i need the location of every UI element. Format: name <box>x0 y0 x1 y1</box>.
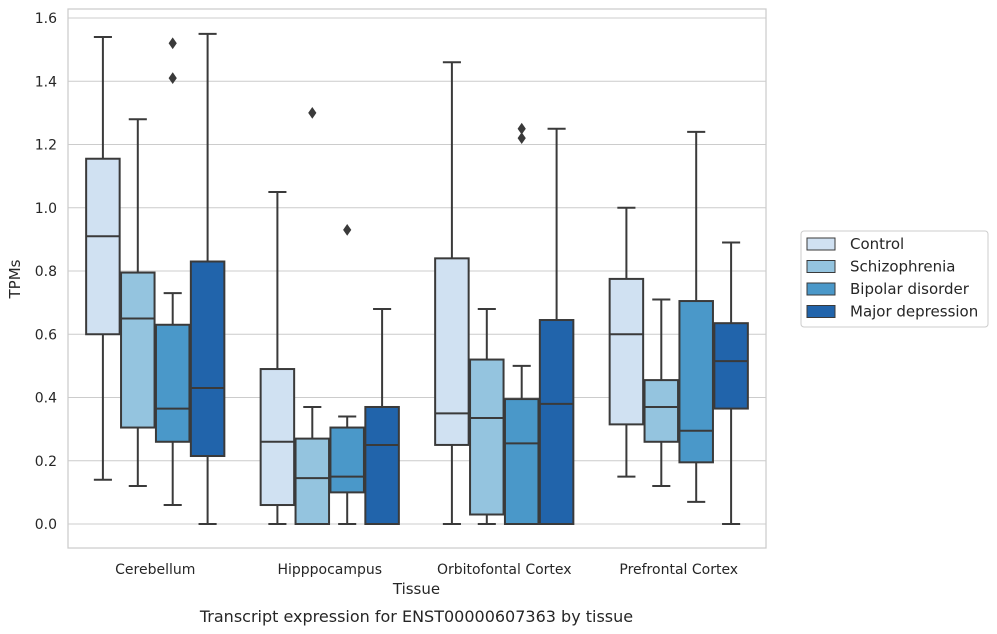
box-iqr <box>189 260 226 458</box>
x-tick-label: Cerebellum <box>115 562 195 578</box>
y-tick-labels: 0.0 0.2 0.4 0.6 0.8 1.0 1.2 1.4 1.6 <box>35 11 57 533</box>
box-iqr <box>294 437 331 525</box>
y-axis-label: TPMs <box>6 259 24 299</box>
box-iqr <box>329 426 365 494</box>
box-schizophrenia <box>120 118 156 488</box>
box-schizophrenia <box>469 307 505 525</box>
box-iqr <box>120 271 156 429</box>
legend-label: Major depression <box>850 303 978 321</box>
legend: Control Schizophrenia Bipolar disorder Majo… <box>800 230 989 328</box>
box-iqr <box>469 358 505 516</box>
outlier-point <box>168 72 177 84</box>
box-iqr <box>85 157 121 336</box>
x-tick-label: Prefrontal Cortex <box>619 562 738 578</box>
y-tick-label: 1.6 <box>35 11 57 27</box>
y-tick-label: 0.6 <box>35 327 57 343</box>
legend-swatch <box>806 260 836 273</box>
legend-entries: Control Schizophrenia Bipolar disorder Majo… <box>806 235 978 321</box>
box-iqr <box>538 319 575 525</box>
box-major-depression <box>538 127 575 525</box>
y-tick-label: 0.0 <box>35 517 57 533</box>
box-bipolar-disorder <box>329 224 365 525</box>
y-tick-label: 1.0 <box>35 201 57 217</box>
legend-label: Bipolar disorder <box>850 280 970 298</box>
legend-swatch <box>806 237 836 251</box>
box-iqr <box>678 300 714 464</box>
x-tick-label: Orbitofontal Cortex <box>437 562 572 578</box>
box-iqr <box>713 322 749 410</box>
box-schizophrenia <box>643 298 680 488</box>
box-major-depression <box>713 241 749 525</box>
x-axis-label: Tissue <box>392 580 440 598</box>
box-iqr <box>154 323 191 443</box>
outlier-point <box>517 132 526 145</box>
box-bipolar-disorder <box>503 122 540 525</box>
outlier-point <box>168 37 177 50</box>
box-bipolar-disorder <box>678 130 714 503</box>
box-control <box>259 190 296 525</box>
plot-frame <box>67 8 767 549</box>
legend-label: Schizophrenia <box>850 258 955 276</box>
y-tick-label: 0.4 <box>35 391 57 407</box>
box-major-depression <box>189 32 226 525</box>
box-iqr <box>643 379 680 443</box>
y-tick-label: 0.2 <box>35 454 57 470</box>
figure-caption: Transcript expression for ENST0000060736… <box>199 607 633 626</box>
box-series <box>85 32 749 525</box>
legend-swatch <box>806 282 836 296</box>
box-control <box>434 61 470 525</box>
box-iqr <box>259 368 296 507</box>
box-control <box>85 35 121 481</box>
outlier-point <box>517 122 526 135</box>
y-tick-label: 1.4 <box>35 74 57 90</box>
box-iqr <box>434 257 470 446</box>
x-tick-labels: Cerebellum Hipppocampus Orbitofontal Corte… <box>115 562 738 578</box>
legend-swatch <box>806 305 836 318</box>
outlier-point <box>308 107 317 119</box>
box-iqr <box>364 405 400 525</box>
box-iqr <box>608 277 645 426</box>
legend-label: Control <box>850 235 904 253</box>
box-control <box>608 206 645 478</box>
box-schizophrenia <box>294 107 331 525</box>
legend-frame <box>800 230 989 328</box>
x-tick-label: Hipppocampus <box>277 562 382 578</box>
box-iqr <box>503 398 540 525</box>
box-major-depression <box>364 307 400 525</box>
y-tick-label: 1.2 <box>35 138 57 154</box>
outlier-point <box>343 224 352 236</box>
y-tick-label: 0.8 <box>35 264 57 280</box>
box-bipolar-disorder <box>154 37 191 507</box>
